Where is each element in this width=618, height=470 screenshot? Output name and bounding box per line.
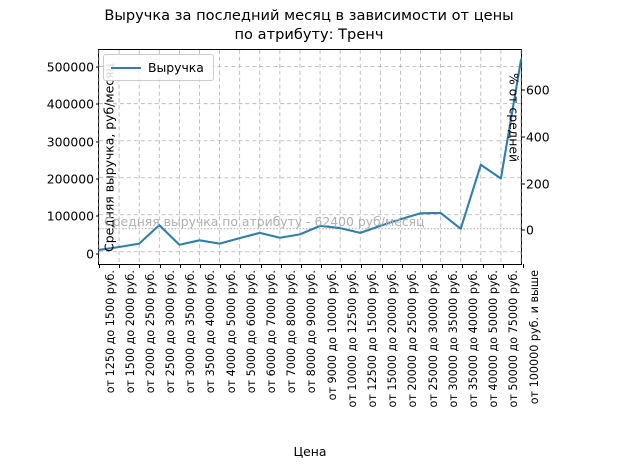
y-axis-label-right: % от средней <box>506 72 522 163</box>
x-tick-label: от 4000 до 5000 руб. <box>224 270 238 394</box>
y-tick-mark-left <box>95 253 99 255</box>
x-tick-label: от 3000 до 3500 руб. <box>184 270 198 394</box>
x-tick-label: от 12500 до 15000 руб. <box>365 270 379 408</box>
x-tick-mark <box>341 264 343 268</box>
series-line-vyruchka <box>97 58 523 251</box>
x-tick-label: от 1500 до 2000 руб. <box>123 270 137 394</box>
y-tick-mark-right <box>521 183 525 185</box>
x-tick-mark <box>361 264 363 268</box>
y-tick-mark-left <box>95 215 99 217</box>
x-tick-mark <box>179 264 181 268</box>
x-tick-mark <box>523 264 524 268</box>
x-tick-mark <box>159 264 161 268</box>
y-tick-label-left: 300000 <box>46 134 94 150</box>
x-tick-mark <box>119 264 121 268</box>
x-tick-label: от 40000 до 50000 руб. <box>487 270 501 408</box>
y-tick-label-right: 200 <box>526 176 550 192</box>
x-axis-label: Цена <box>293 444 327 459</box>
legend-label-vyruchka: Выручка <box>148 60 204 75</box>
x-tick-mark <box>199 264 201 268</box>
x-tick-mark <box>260 264 262 268</box>
x-tick-mark <box>502 264 504 268</box>
y-tick-mark-left <box>95 141 99 143</box>
x-tick-label: от 9000 до 10000 руб. <box>325 270 339 401</box>
plot-area: Средняя выручка, руб/месяц % от средней … <box>47 49 550 408</box>
y-tick-mark-left <box>95 178 99 180</box>
y-tick-label-left: 100000 <box>46 208 94 224</box>
x-tick-label: от 6000 до 7000 руб. <box>265 270 279 394</box>
x-tick-mark <box>280 264 282 268</box>
x-tick-mark <box>321 264 323 268</box>
x-tick-label: от 7000 до 8000 руб. <box>285 270 299 394</box>
legend: Выручка <box>103 54 214 81</box>
x-tick-mark <box>381 264 383 268</box>
x-tick-mark <box>220 264 222 268</box>
x-tick-label: от 3500 до 4000 руб. <box>204 270 218 394</box>
x-tick-label: от 25000 до 30000 руб. <box>426 270 440 408</box>
legend-swatch-vyruchka <box>111 66 141 69</box>
y-tick-mark-right <box>521 136 525 138</box>
y-tick-label-right: 600 <box>526 82 550 98</box>
x-tick-label: от 15000 до 20000 руб. <box>386 270 400 408</box>
y-tick-label-right: 400 <box>526 129 550 145</box>
y-tick-label-left: 400000 <box>46 96 94 112</box>
x-tick-mark <box>300 264 302 268</box>
x-tick-label: от 50000 до 75000 руб. <box>507 270 521 408</box>
x-tick-label: от 2500 до 3000 руб. <box>164 270 178 394</box>
x-tick-mark <box>240 264 242 268</box>
x-tick-label: от 35000 до 40000 руб. <box>466 270 480 408</box>
x-tick-mark <box>482 264 484 268</box>
x-tick-label: от 1250 до 1500 руб. <box>103 270 117 394</box>
y-tick-mark-right <box>521 229 525 231</box>
x-tick-mark <box>462 264 464 268</box>
y-tick-label-left: 200000 <box>46 171 94 187</box>
x-tick-label: от 20000 до 25000 руб. <box>406 270 420 408</box>
x-tick-mark <box>442 264 444 268</box>
chart-title: Выручка за последний месяц в зависимости… <box>104 7 514 43</box>
x-tick-mark <box>422 264 424 268</box>
x-tick-label: от 5000 до 6000 руб. <box>244 270 258 394</box>
y-tick-label-left: 0 <box>86 246 94 262</box>
x-tick-mark <box>139 264 141 268</box>
y-tick-label-right: 0 <box>526 222 534 238</box>
x-tick-label: от 10000 до 12500 руб. <box>345 270 359 408</box>
mean-annotation-label: Средняя выручка по атрибуту - 62400 руб/… <box>104 214 425 230</box>
y-tick-label-left: 500000 <box>46 59 94 75</box>
x-tick-label: от 2000 до 2500 руб. <box>143 270 157 394</box>
y-tick-mark-right <box>521 89 525 91</box>
x-tick-label: от 8000 до 9000 руб. <box>305 270 319 394</box>
x-tick-label: от 100000 руб. и выше <box>527 270 541 405</box>
y-tick-mark-left <box>95 66 99 68</box>
x-tick-mark <box>401 264 403 268</box>
x-tick-label: от 30000 до 35000 руб. <box>446 270 460 408</box>
y-tick-mark-left <box>95 103 99 105</box>
x-tick-mark <box>99 264 100 268</box>
